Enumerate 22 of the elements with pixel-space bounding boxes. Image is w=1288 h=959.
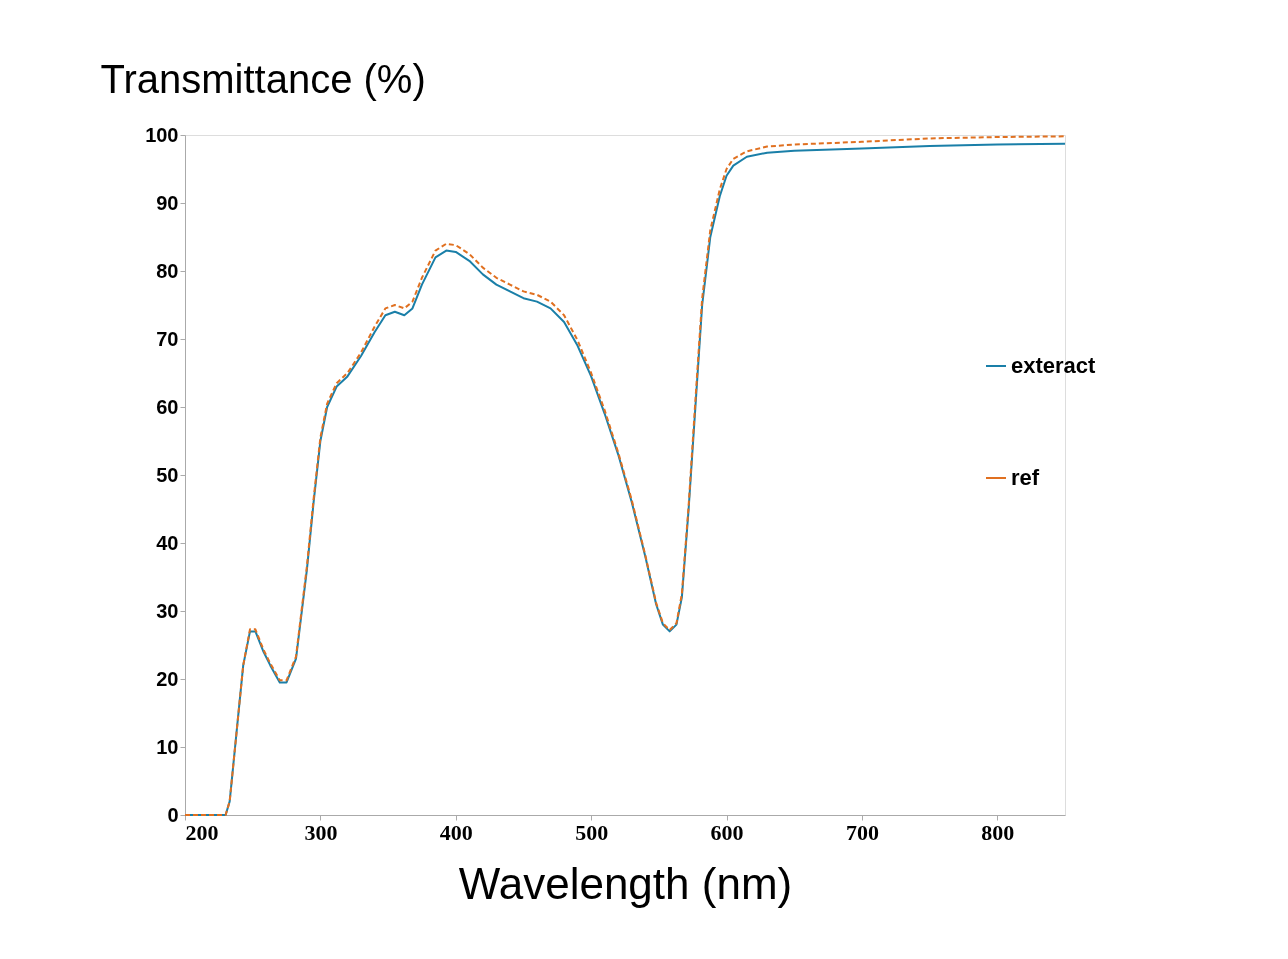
y-tick-label: 20 (156, 667, 179, 690)
y-tick-label: 30 (156, 599, 179, 622)
y-tick-label: 10 (156, 735, 179, 758)
legend-label: exteract (1011, 353, 1097, 378)
y-tick-label: 90 (156, 191, 179, 214)
y-axis-title: Transmittance (%) (100, 56, 426, 101)
legend-label: ref (1011, 465, 1040, 490)
y-tick-label: 40 (156, 531, 179, 554)
x-tick-label: 700 (845, 819, 879, 845)
y-tick-label: 80 (156, 259, 179, 282)
x-tick-label: 400 (439, 819, 473, 845)
y-tick-label: 50 (156, 463, 179, 486)
x-tick-label: 500 (575, 819, 609, 845)
y-tick-label: 100 (145, 123, 179, 146)
y-tick-label: 0 (167, 803, 179, 826)
x-tick-label: 300 (304, 819, 338, 845)
x-axis-title: Wavelength (nm) (458, 858, 793, 908)
y-tick-label: 60 (156, 395, 179, 418)
y-tick-label: 70 (156, 327, 179, 350)
x-tick-label: 800 (981, 819, 1015, 845)
x-tick-label: 200 (185, 819, 219, 845)
x-tick-label: 600 (710, 819, 744, 845)
